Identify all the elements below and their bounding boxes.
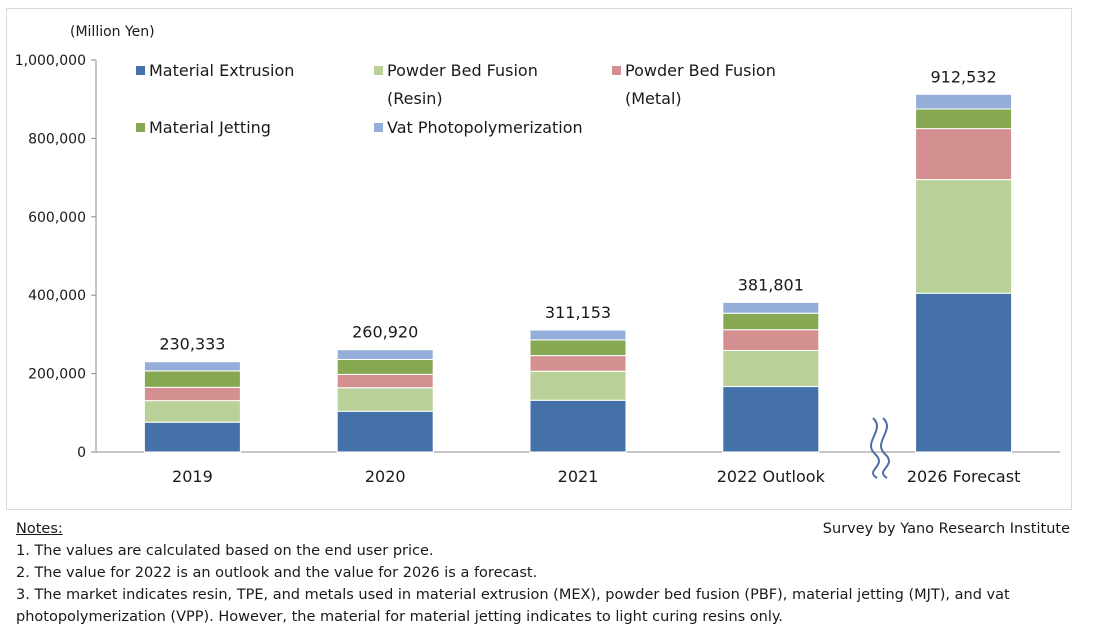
notes-title: Notes: [16,521,63,537]
note-3: 3. The market indicates resin, TPE, and … [16,587,1010,625]
bar-segment-3-1 [722,349,820,388]
bar-segment-4-4 [915,93,1013,110]
legend-swatch [136,123,145,132]
legend-label: Powder Bed Fusion [625,61,776,80]
legend-label: Powder Bed Fusion [387,61,538,80]
bars [143,93,1013,453]
stacked-bar-chart: (Million Yen) 0 200,000 400,000 600,000 800,… [15,24,1060,486]
bar-segment-3-2 [722,329,820,351]
legend-swatch [374,123,383,132]
legend-label: Material Extrusion [149,61,294,80]
total-label: 260,920 [352,323,418,342]
source-credit: Survey by Yano Research Institute [822,521,1070,537]
x-tick-label: 2019 [172,467,213,486]
total-label: 230,333 [159,335,225,354]
y-axis: 0 200,000 400,000 600,000 800,000 1,000,000 [15,53,1060,461]
bar-segment-0-2 [143,386,241,402]
bar-segment-2-1 [529,370,627,401]
y-tick-label: 1,000,000 [15,53,86,69]
axis-break-icon [870,417,890,479]
legend-swatch [136,66,145,75]
note-1: 1. The values are calculated based on th… [16,543,434,559]
legend-label: (Resin) [387,89,443,108]
bar-segment-3-4 [722,301,820,314]
total-label: 381,801 [738,275,804,294]
notes: Notes: 1. The values are calculated base… [16,518,1101,628]
bar-segment-4-1 [915,179,1013,294]
legend-swatch [612,66,621,75]
x-tick-label: 2026 Forecast [907,467,1021,486]
legend-swatch [374,66,383,75]
total-label: 912,532 [931,67,997,86]
bar-segment-1-4 [336,349,434,360]
x-axis-labels: 2019 2020 2021 2022 Outlook 2026 Forecast [172,467,1020,486]
chart-frame [6,8,1072,510]
bar-segment-3-0 [722,386,820,453]
bar-segment-1-3 [336,358,434,375]
x-tick-label: 2022 Outlook [717,467,826,486]
bar-segment-2-4 [529,329,627,341]
bar-segment-4-0 [915,292,1013,453]
legend: Material Extrusion Powder Bed Fusion Powde… [136,61,776,137]
note-2: 2. The value for 2022 is an outlook and … [16,565,538,581]
y-tick-label: 400,000 [28,288,86,304]
x-tick-label: 2020 [365,467,406,486]
x-tick-label: 2021 [558,467,599,486]
y-tick-label: 600,000 [28,210,86,226]
bar-segment-0-4 [143,361,241,372]
bar-segment-0-0 [143,421,241,453]
bar-segment-4-3 [915,108,1013,130]
unit-label: (Million Yen) [70,24,155,40]
total-label: 311,153 [545,303,611,322]
total-labels: 230,333 260,920 311,153 381,801 912,532 [159,67,996,353]
bar-segment-0-1 [143,400,241,423]
bar-segment-2-0 [529,399,627,453]
bar-segment-2-3 [529,339,627,357]
y-tick-label: 800,000 [28,131,86,147]
bar-segment-2-2 [529,355,627,372]
y-tick-label: 200,000 [28,367,86,383]
bar-segment-0-3 [143,370,241,388]
legend-label: (Metal) [625,89,682,108]
y-tick-label: 0 [77,445,86,461]
legend-label: Vat Photopolymerization [387,118,583,137]
bar-segment-4-2 [915,128,1013,181]
bar-segment-1-1 [336,387,434,412]
bar-segment-3-3 [722,312,820,331]
bar-segment-1-0 [336,410,434,453]
legend-label: Material Jetting [149,118,271,137]
bar-segment-1-2 [336,373,434,389]
